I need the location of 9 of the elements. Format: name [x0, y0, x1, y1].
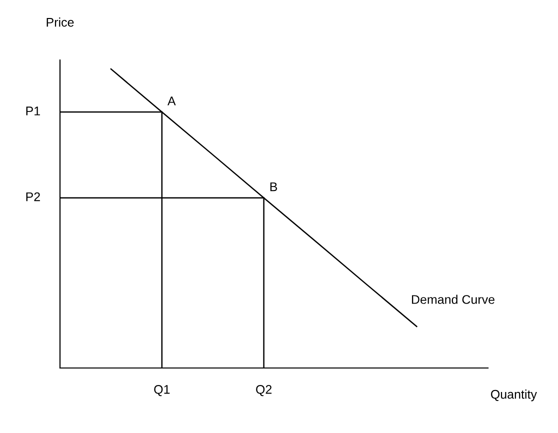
x-tick-label: Q2 [256, 384, 272, 396]
annotation: B [270, 182, 278, 192]
y-axis-title: Price [46, 18, 74, 27]
annotation: Demand Curve [412, 294, 494, 304]
text: P2 [26, 192, 40, 202]
annotation: A [167, 96, 176, 106]
x-tick-label: Q1 [154, 384, 170, 396]
text: P1 [26, 106, 40, 116]
x-axis-title: Quantity [490, 390, 537, 402]
